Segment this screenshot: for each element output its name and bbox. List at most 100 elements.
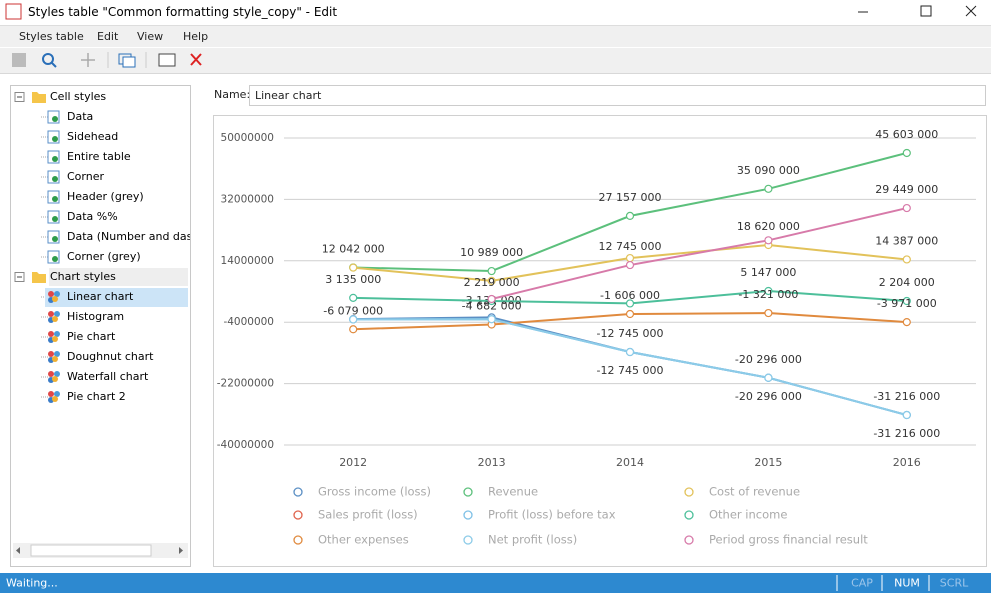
save-icon[interactable] bbox=[12, 53, 26, 67]
tree-group-label[interactable]: Chart styles bbox=[50, 270, 116, 283]
tree-item-label[interactable]: Sidehead bbox=[67, 130, 118, 143]
title-bar-art: Styles table "Common formatting style_co… bbox=[5, 3, 977, 20]
legend-marker bbox=[463, 510, 473, 520]
legend-marker bbox=[293, 510, 303, 520]
data-point bbox=[625, 347, 635, 357]
legend-label[interactable]: Gross income (loss) bbox=[318, 485, 431, 499]
tree-item-label[interactable]: Corner (grey) bbox=[67, 250, 141, 263]
menu-item[interactable]: View bbox=[137, 30, 164, 43]
name-input[interactable]: Linear chart bbox=[249, 85, 986, 106]
legend-marker bbox=[463, 487, 473, 497]
data-label: 18 620 000 bbox=[737, 220, 800, 233]
data-label: -20 296 000 bbox=[735, 390, 802, 403]
scroll-left[interactable] bbox=[16, 547, 20, 554]
tree-item-label[interactable]: Entire table bbox=[67, 150, 131, 163]
scroll-right[interactable] bbox=[179, 547, 183, 554]
legend-label[interactable]: Sales profit (loss) bbox=[318, 508, 418, 522]
legend-marker bbox=[684, 487, 694, 497]
legend-label[interactable]: Other expenses bbox=[318, 533, 409, 547]
data-point bbox=[625, 253, 635, 263]
tree-item-label[interactable]: Header (grey) bbox=[67, 190, 144, 203]
status-indicator: SCRL bbox=[940, 577, 969, 590]
style-icon-dot bbox=[52, 156, 58, 162]
add-icon[interactable] bbox=[81, 53, 95, 67]
data-label: -1 321 000 bbox=[738, 288, 798, 301]
tree-item-label[interactable]: Pie chart 2 bbox=[67, 390, 126, 403]
data-label: -4 682 000 bbox=[462, 300, 522, 313]
data-label: 14 387 000 bbox=[875, 234, 938, 247]
series-line bbox=[491, 207, 908, 300]
menu-item[interactable]: Styles table bbox=[19, 30, 84, 43]
data-point bbox=[487, 266, 496, 276]
data-point bbox=[625, 299, 635, 308]
legend-label[interactable]: Revenue bbox=[488, 485, 538, 499]
folder-icon bbox=[32, 92, 46, 103]
data-label: 10 989 000 bbox=[460, 246, 523, 259]
tree-item-label[interactable]: Data %% bbox=[67, 210, 118, 223]
data-label: 5 147 000 bbox=[740, 266, 796, 279]
data-label: -6 079 000 bbox=[323, 304, 383, 317]
style-icon-dot bbox=[52, 336, 58, 342]
x-tick-label: 2015 bbox=[754, 456, 782, 469]
style-icon bbox=[54, 291, 60, 297]
delete-icon[interactable] bbox=[190, 53, 202, 66]
legend-label[interactable]: Cost of revenue bbox=[709, 485, 800, 499]
data-point bbox=[764, 236, 773, 245]
data-label: -3 971 000 bbox=[877, 297, 937, 310]
tree-item-label[interactable]: Histogram bbox=[67, 310, 124, 323]
tree-item-label[interactable]: Waterfall chart bbox=[67, 370, 149, 383]
style-icon bbox=[54, 351, 60, 357]
y-tick-label: -4000000 bbox=[223, 316, 274, 328]
data-label: -12 745 000 bbox=[597, 327, 664, 340]
style-icon-dot bbox=[52, 356, 58, 362]
tree-item-label[interactable]: Doughnut chart bbox=[67, 350, 154, 363]
copy-icon-back bbox=[122, 56, 136, 68]
status-indicator: NUM bbox=[894, 577, 920, 590]
style-icon-dot bbox=[52, 396, 58, 402]
status-text: Waiting... bbox=[6, 577, 58, 590]
data-point bbox=[487, 294, 496, 304]
scroll-thumb[interactable] bbox=[30, 544, 152, 557]
style-icon bbox=[54, 311, 60, 317]
data-label: -20 296 000 bbox=[735, 353, 802, 366]
tree-item-label[interactable]: Data bbox=[67, 110, 93, 123]
rename-icon[interactable] bbox=[158, 53, 176, 67]
title-bar: Styles table "Common formatting style_co… bbox=[0, 0, 991, 26]
tree-item-label[interactable]: Corner bbox=[67, 170, 104, 183]
x-tick-label: 2014 bbox=[616, 456, 644, 469]
menu-item[interactable]: Help bbox=[183, 30, 209, 43]
data-point bbox=[764, 373, 773, 382]
style-icon-dot bbox=[52, 136, 58, 142]
maximize-button[interactable] bbox=[920, 5, 932, 17]
close-button[interactable] bbox=[965, 5, 977, 17]
legend-marker bbox=[293, 487, 303, 497]
style-icon bbox=[48, 351, 54, 357]
style-icon bbox=[48, 371, 54, 377]
name-label: Name: bbox=[214, 88, 251, 101]
status-indicator: CAP bbox=[851, 577, 873, 590]
tree-item-label[interactable]: Pie chart bbox=[67, 330, 116, 343]
legend-label[interactable]: Period gross financial result bbox=[709, 533, 868, 547]
legend-marker bbox=[684, 510, 694, 520]
style-icon-dot bbox=[52, 256, 58, 262]
legend-marker bbox=[684, 535, 694, 545]
style-icon-dot bbox=[52, 376, 58, 382]
style-icon bbox=[48, 391, 54, 397]
tree-item-label[interactable]: Linear chart bbox=[67, 290, 134, 303]
data-point bbox=[764, 184, 773, 193]
legend-label[interactable]: Profit (loss) before tax bbox=[488, 508, 616, 522]
tree-item-label[interactable]: Data (Number and dash bbox=[67, 230, 199, 243]
search-icon-handle bbox=[51, 62, 57, 68]
data-point bbox=[764, 308, 773, 318]
data-label: 2 204 000 bbox=[879, 276, 935, 289]
menu-item[interactable]: Edit bbox=[97, 30, 119, 43]
data-point bbox=[349, 293, 358, 302]
tree-group-label[interactable]: Cell styles bbox=[50, 90, 106, 103]
style-icon bbox=[54, 331, 60, 337]
search-icon[interactable] bbox=[42, 53, 54, 65]
legend-label[interactable]: Net profit (loss) bbox=[488, 533, 577, 547]
legend-label[interactable]: Other income bbox=[709, 508, 787, 522]
app-icon bbox=[5, 3, 22, 20]
style-icon-dot bbox=[52, 236, 58, 242]
style-icon-dot bbox=[52, 196, 58, 202]
